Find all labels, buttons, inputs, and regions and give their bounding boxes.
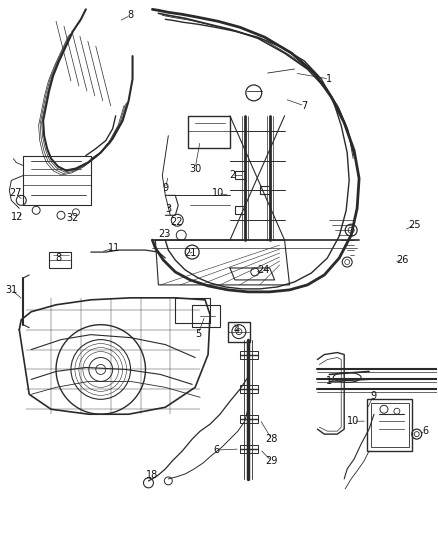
- Text: 6: 6: [423, 426, 429, 436]
- Bar: [240, 415, 258, 423]
- Bar: [240, 385, 258, 393]
- Text: 2: 2: [229, 171, 235, 181]
- Text: 28: 28: [265, 434, 278, 444]
- Text: 1: 1: [326, 74, 332, 84]
- Text: 26: 26: [397, 255, 409, 265]
- Text: 3: 3: [165, 204, 171, 214]
- Text: 4: 4: [234, 325, 240, 335]
- Text: 9: 9: [162, 183, 168, 193]
- Text: 30: 30: [189, 164, 201, 174]
- Text: 8: 8: [55, 253, 61, 263]
- Bar: [235, 206, 245, 214]
- Text: 23: 23: [158, 229, 170, 239]
- Text: 10: 10: [212, 188, 224, 198]
- Bar: [240, 351, 258, 359]
- Bar: [188, 116, 230, 148]
- Bar: [240, 445, 258, 453]
- Text: 8: 8: [127, 10, 134, 20]
- Text: 27: 27: [9, 188, 21, 198]
- Text: 11: 11: [108, 243, 120, 253]
- Text: 31: 31: [5, 285, 18, 295]
- Text: 5: 5: [195, 329, 201, 338]
- Text: 24: 24: [258, 265, 270, 275]
- Bar: [371, 403, 409, 447]
- Text: 21: 21: [184, 248, 196, 258]
- Bar: [260, 187, 270, 195]
- Bar: [235, 172, 245, 180]
- Text: 10: 10: [347, 416, 359, 426]
- Bar: [228, 322, 250, 342]
- Text: 9: 9: [370, 391, 376, 401]
- Bar: [367, 399, 412, 451]
- Bar: [175, 298, 210, 322]
- Text: 32: 32: [67, 213, 79, 223]
- Bar: [192, 305, 220, 327]
- Bar: [49, 252, 71, 268]
- Text: 22: 22: [170, 217, 183, 227]
- Text: 12: 12: [11, 212, 24, 222]
- Text: 25: 25: [409, 220, 421, 230]
- Text: 29: 29: [265, 456, 278, 466]
- Text: 18: 18: [146, 470, 159, 480]
- Text: 6: 6: [213, 445, 219, 455]
- Text: 1: 1: [326, 376, 332, 386]
- Text: 7: 7: [301, 101, 307, 111]
